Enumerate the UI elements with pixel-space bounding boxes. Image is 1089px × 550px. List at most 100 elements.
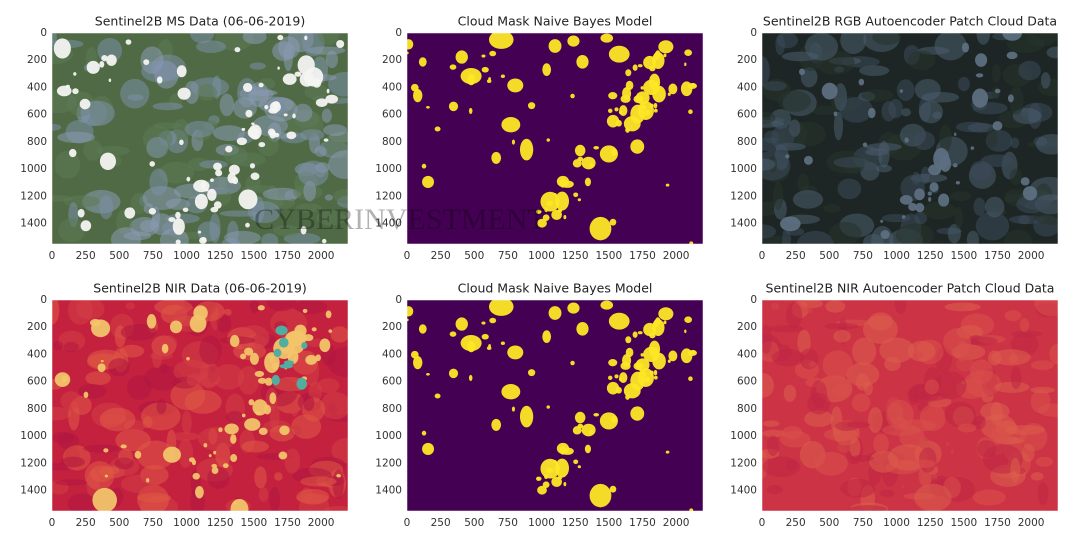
image-frame (406, 32, 704, 245)
x-tick-label: 2000 (308, 517, 335, 529)
x-tick-label: 1750 (274, 517, 301, 529)
x-tick-label: 1250 (207, 517, 234, 529)
x-tick-label: 500 (464, 517, 484, 529)
subplot-title: Cloud Mask Naive Bayes Model (458, 281, 653, 296)
image (52, 33, 348, 244)
x-tick-label: 250 (76, 250, 96, 262)
x-tick-label: 750 (498, 517, 518, 529)
x-tick-label: 1250 (562, 517, 589, 529)
x-tick-label: 250 (786, 517, 806, 529)
y-tick-label: 1000 (20, 163, 47, 175)
x-tick-label: 750 (143, 517, 163, 529)
x-tick-label: 750 (143, 250, 163, 262)
x-tick-label: 2000 (663, 250, 690, 262)
x-tick-label: 1750 (629, 517, 656, 529)
y-tick-label: 1200 (20, 457, 47, 469)
x-tick-label: 2000 (663, 517, 690, 529)
x-tick-label: 1500 (240, 250, 267, 262)
x-tick-label: 1000 (173, 517, 200, 529)
x-tick-label: 0 (759, 250, 766, 262)
x-tick-label: 1500 (595, 517, 622, 529)
y-tick-label: 1000 (730, 163, 757, 175)
x-tick-label: 500 (819, 250, 839, 262)
y-tick-label: 0 (750, 294, 757, 306)
x-tick-label: 1500 (595, 250, 622, 262)
y-tick-label: 1000 (375, 430, 402, 442)
y-tick-label: 200 (27, 54, 47, 66)
image-frame (761, 299, 1059, 512)
y-tick-label: 1400 (730, 218, 757, 230)
subplot-title: Sentinel2B MS Data (06-06-2019) (95, 14, 305, 29)
y-tick-label: 400 (382, 81, 402, 93)
subplot: Sentinel2B NIR Autoencoder Patch Cloud D… (730, 281, 1059, 529)
x-tick-label: 0 (49, 517, 56, 529)
y-tick-label: 1000 (20, 430, 47, 442)
y-tick-label: 400 (737, 81, 757, 93)
y-tick-label: 1400 (20, 218, 47, 230)
y-tick-label: 600 (382, 376, 402, 388)
y-tick-label: 1400 (730, 485, 757, 497)
subplot: Sentinel2B MS Data (06-06-2019) 0 250 500 75… (20, 14, 349, 262)
y-tick-label: 1000 (730, 430, 757, 442)
x-tick-label: 250 (76, 517, 96, 529)
subplot-title: Sentinel2B RGB Autoencoder Patch Cloud D… (763, 14, 1057, 29)
x-tick-label: 1250 (917, 250, 944, 262)
x-tick-label: 250 (431, 250, 451, 262)
y-tick-label: 1200 (20, 190, 47, 202)
x-tick-label: 1750 (984, 250, 1011, 262)
image (762, 33, 1058, 244)
image-frame (51, 32, 349, 245)
y-tick-label: 1400 (20, 485, 47, 497)
y-tick-label: 1200 (730, 190, 757, 202)
x-tick-label: 1500 (240, 517, 267, 529)
x-tick-label: 1000 (528, 250, 555, 262)
y-tick-label: 600 (382, 109, 402, 121)
x-tick-label: 250 (786, 250, 806, 262)
x-tick-label: 750 (498, 250, 518, 262)
x-tick-label: 500 (464, 250, 484, 262)
y-tick-label: 200 (737, 321, 757, 333)
y-tick-label: 600 (737, 376, 757, 388)
subplot-title: Sentinel2B NIR Autoencoder Patch Cloud D… (766, 281, 1055, 296)
y-tick-label: 800 (737, 136, 757, 148)
y-tick-label: 1200 (375, 190, 402, 202)
y-tick-label: 800 (382, 403, 402, 415)
x-tick-label: 500 (109, 250, 129, 262)
subplot: Sentinel2B RGB Autoencoder Patch Cloud D… (730, 14, 1059, 262)
x-tick-label: 1000 (173, 250, 200, 262)
subplot: Sentinel2B NIR Data (06-06-2019) 0 250 500 7… (20, 281, 349, 529)
y-tick-label: 400 (27, 81, 47, 93)
y-tick-label: 200 (737, 54, 757, 66)
subplot-title: Sentinel2B NIR Data (06-06-2019) (93, 281, 306, 296)
y-tick-label: 0 (40, 27, 47, 39)
x-tick-label: 1750 (629, 250, 656, 262)
y-tick-label: 800 (27, 403, 47, 415)
x-tick-label: 1250 (207, 250, 234, 262)
y-tick-label: 0 (395, 27, 402, 39)
x-tick-label: 1750 (984, 517, 1011, 529)
y-tick-label: 400 (27, 348, 47, 360)
image-frame (406, 299, 704, 512)
y-tick-label: 1400 (375, 218, 402, 230)
x-tick-label: 1250 (917, 517, 944, 529)
y-tick-label: 1000 (375, 163, 402, 175)
y-tick-label: 600 (27, 376, 47, 388)
x-tick-label: 1750 (274, 250, 301, 262)
y-tick-label: 1200 (730, 457, 757, 469)
x-tick-label: 1500 (950, 517, 977, 529)
y-tick-label: 0 (750, 27, 757, 39)
x-tick-label: 1250 (562, 250, 589, 262)
y-tick-label: 0 (40, 294, 47, 306)
y-tick-label: 200 (27, 321, 47, 333)
y-tick-label: 600 (737, 109, 757, 121)
image-frame (761, 32, 1059, 245)
y-tick-label: 400 (737, 348, 757, 360)
image-frame (51, 299, 349, 512)
x-tick-label: 0 (759, 517, 766, 529)
subplot-title: Cloud Mask Naive Bayes Model (458, 14, 653, 29)
x-tick-label: 0 (49, 250, 56, 262)
x-tick-label: 1000 (883, 517, 910, 529)
image (407, 33, 703, 244)
x-tick-label: 1000 (528, 517, 555, 529)
